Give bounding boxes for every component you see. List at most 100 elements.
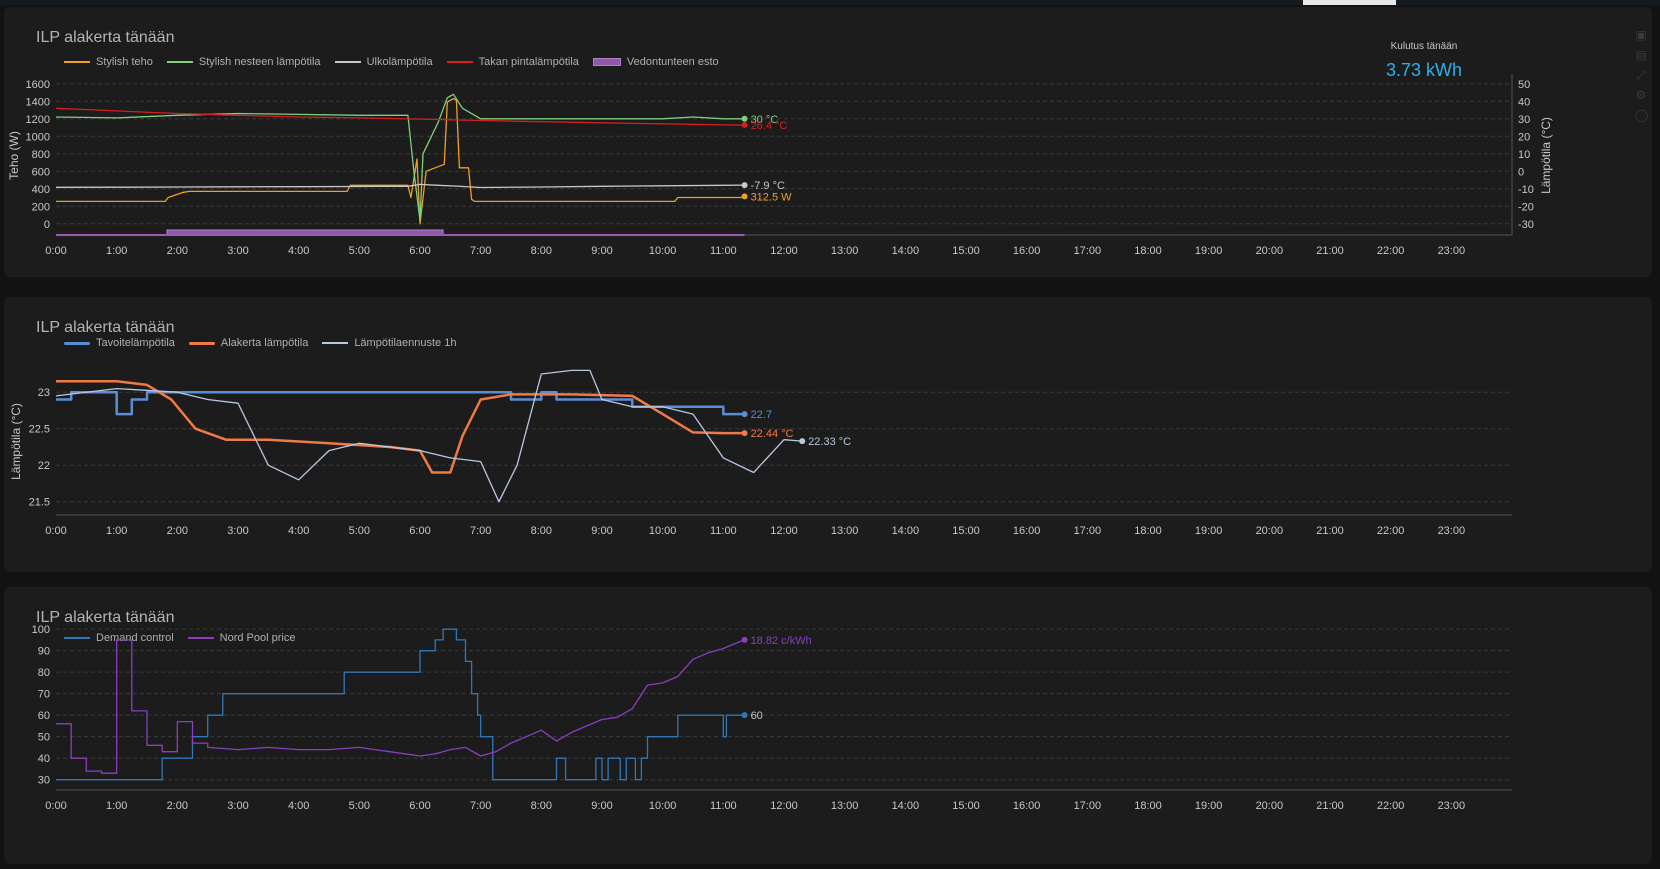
chart-svg: 0 200 400 600 800 1000 1200 1400 1600 -30 -20 -10 0 1… bbox=[7, 74, 1553, 257]
legend-swatch bbox=[187, 637, 214, 639]
settings-icon[interactable]: ⚙ bbox=[1635, 88, 1647, 102]
series-end-point bbox=[741, 115, 748, 122]
chart-panel-temperature: ILP alakerta tänään Tavoitelämpötila Ala… bbox=[4, 297, 1652, 572]
legend-swatch bbox=[64, 637, 90, 639]
x-tick-label: 3:00 bbox=[227, 245, 248, 257]
x-tick-label: 10:00 bbox=[649, 800, 677, 812]
x-tick-label: 6:00 bbox=[409, 245, 430, 257]
legend-label: Ulkolämpötila bbox=[366, 56, 433, 68]
stat-value: 3.73 kWh bbox=[1385, 60, 1463, 80]
legend-item[interactable]: Takan pintalämpötila bbox=[446, 56, 579, 68]
legend-item[interactable]: Demand control bbox=[64, 632, 174, 644]
y-tick-label: 80 bbox=[38, 667, 50, 679]
series-line bbox=[55, 107, 745, 126]
x-tick-label: 20:00 bbox=[1256, 800, 1284, 812]
legend-item[interactable]: Nord Pool price bbox=[187, 632, 295, 644]
legend-label: Alakerta lämpötila bbox=[220, 337, 309, 349]
x-tick-label: 17:00 bbox=[1074, 245, 1102, 257]
legend-swatch bbox=[592, 58, 621, 66]
series-end-point bbox=[741, 430, 748, 437]
legend-item[interactable]: Ulkolämpötila bbox=[334, 56, 433, 68]
x-tick-label: 19:00 bbox=[1195, 245, 1223, 257]
y-right-tick-label: 10 bbox=[1518, 149, 1530, 161]
series-end-label: 22.7 bbox=[751, 409, 772, 421]
x-tick-label: 4:00 bbox=[288, 525, 309, 537]
x-tick-label: 19:00 bbox=[1195, 525, 1223, 537]
x-tick-label: 23:00 bbox=[1438, 525, 1466, 537]
y-tick-label: 600 bbox=[32, 166, 50, 178]
y-tick-label: 60 bbox=[38, 710, 50, 722]
plus-square-icon[interactable]: ▣ bbox=[1635, 28, 1647, 42]
legend-label: Vedontunteen esto bbox=[626, 56, 719, 68]
x-tick-label: 0:00 bbox=[45, 245, 66, 257]
x-tick-label: 5:00 bbox=[349, 800, 370, 812]
y-right-tick-label: -30 bbox=[1518, 219, 1534, 231]
panel-toolbar: ▣ ▤ ⤢ ⚙ ◯ bbox=[1630, 21, 1652, 129]
x-tick-label: 7:00 bbox=[470, 525, 491, 537]
legend-item[interactable]: Alakerta lämpötila bbox=[188, 337, 309, 349]
y-axis-label: Lämpötila (°C) bbox=[9, 403, 23, 480]
series-line bbox=[56, 390, 745, 416]
series-end-point bbox=[741, 712, 748, 719]
legend-item[interactable]: Stylish nesteen lämpötila bbox=[166, 56, 321, 68]
x-tick-label: 2:00 bbox=[167, 800, 188, 812]
x-tick-label: 13:00 bbox=[831, 525, 859, 537]
y-tick-label: 1200 bbox=[26, 114, 50, 126]
y-tick-label: 800 bbox=[32, 149, 50, 161]
x-tick-label: 8:00 bbox=[531, 800, 552, 812]
y-tick-label: 1400 bbox=[26, 96, 50, 108]
series-line bbox=[55, 369, 803, 503]
y-tick-label: 90 bbox=[38, 646, 50, 658]
legend-item[interactable]: Lämpötilaennuste 1h bbox=[322, 337, 456, 349]
top-bar bbox=[0, 0, 1660, 5]
y-tick-label: 22 bbox=[38, 460, 50, 472]
series-line bbox=[56, 97, 745, 225]
series-end-label: -7.9 °C bbox=[751, 180, 785, 192]
x-tick-label: 17:00 bbox=[1074, 800, 1102, 812]
y-right-tick-label: 0 bbox=[1518, 166, 1524, 178]
legend-label: Lämpötilaennuste 1h bbox=[354, 337, 457, 349]
x-tick-label: 9:00 bbox=[591, 800, 612, 812]
y-tick-label: 40 bbox=[38, 753, 50, 765]
x-tick-label: 4:00 bbox=[288, 800, 309, 812]
x-tick-label: 22:00 bbox=[1377, 245, 1405, 257]
series-end-label: 312.5 W bbox=[751, 191, 793, 203]
minus-square-icon[interactable]: ▤ bbox=[1635, 48, 1647, 62]
x-tick-label: 6:00 bbox=[409, 800, 430, 812]
series-end-label: 60 bbox=[751, 710, 763, 722]
x-tick-label: 9:00 bbox=[591, 245, 612, 257]
x-tick-label: 15:00 bbox=[952, 245, 980, 257]
y-tick-label: 200 bbox=[32, 201, 50, 213]
y-right-axis-label: Lämpötila (°C) bbox=[1539, 117, 1553, 194]
y-tick-label: 50 bbox=[38, 732, 50, 744]
x-tick-label: 2:00 bbox=[167, 245, 188, 257]
series-end-point bbox=[741, 411, 748, 418]
legend-label: Stylish nesteen lämpötila bbox=[198, 56, 321, 68]
x-tick-label: 0:00 bbox=[45, 800, 66, 812]
x-tick-label: 10:00 bbox=[649, 525, 677, 537]
legend-item[interactable]: Stylish teho bbox=[64, 56, 153, 68]
y-tick-label: 100 bbox=[32, 624, 50, 636]
lock-icon[interactable]: ◯ bbox=[1635, 108, 1649, 122]
legend-label: Takan pintalämpötila bbox=[478, 56, 579, 68]
chart-svg: 30 40 50 60 70 80 90 100 0:00 1:00 2:00 3:00 4:00 5:0… bbox=[32, 624, 1512, 812]
y-tick-label: 1000 bbox=[26, 131, 50, 143]
legend-item[interactable]: Tavoitelämpötila bbox=[64, 337, 175, 349]
chart-title: ILP alakerta tänään bbox=[36, 609, 175, 626]
x-tick-label: 0:00 bbox=[45, 525, 66, 537]
y-tick-label: 70 bbox=[38, 689, 50, 701]
legend-label: Demand control bbox=[96, 632, 174, 644]
chart-panel-demand: ILP alakerta tänään Demand control Nord … bbox=[4, 587, 1652, 864]
expand-icon[interactable]: ⤢ bbox=[1636, 68, 1646, 82]
x-tick-label: 12:00 bbox=[770, 245, 798, 257]
legend-item[interactable]: Vedontunteen esto bbox=[592, 56, 719, 68]
x-tick-label: 23:00 bbox=[1438, 800, 1466, 812]
y-tick-label: 22.5 bbox=[29, 424, 50, 436]
y-tick-label: 1600 bbox=[26, 79, 50, 91]
y-tick-label: 400 bbox=[32, 184, 50, 196]
x-tick-label: 23:00 bbox=[1438, 245, 1466, 257]
series-end-label: 30 °C bbox=[751, 114, 779, 126]
x-tick-label: 15:00 bbox=[952, 800, 980, 812]
x-tick-label: 18:00 bbox=[1134, 800, 1162, 812]
x-tick-label: 21:00 bbox=[1316, 525, 1344, 537]
